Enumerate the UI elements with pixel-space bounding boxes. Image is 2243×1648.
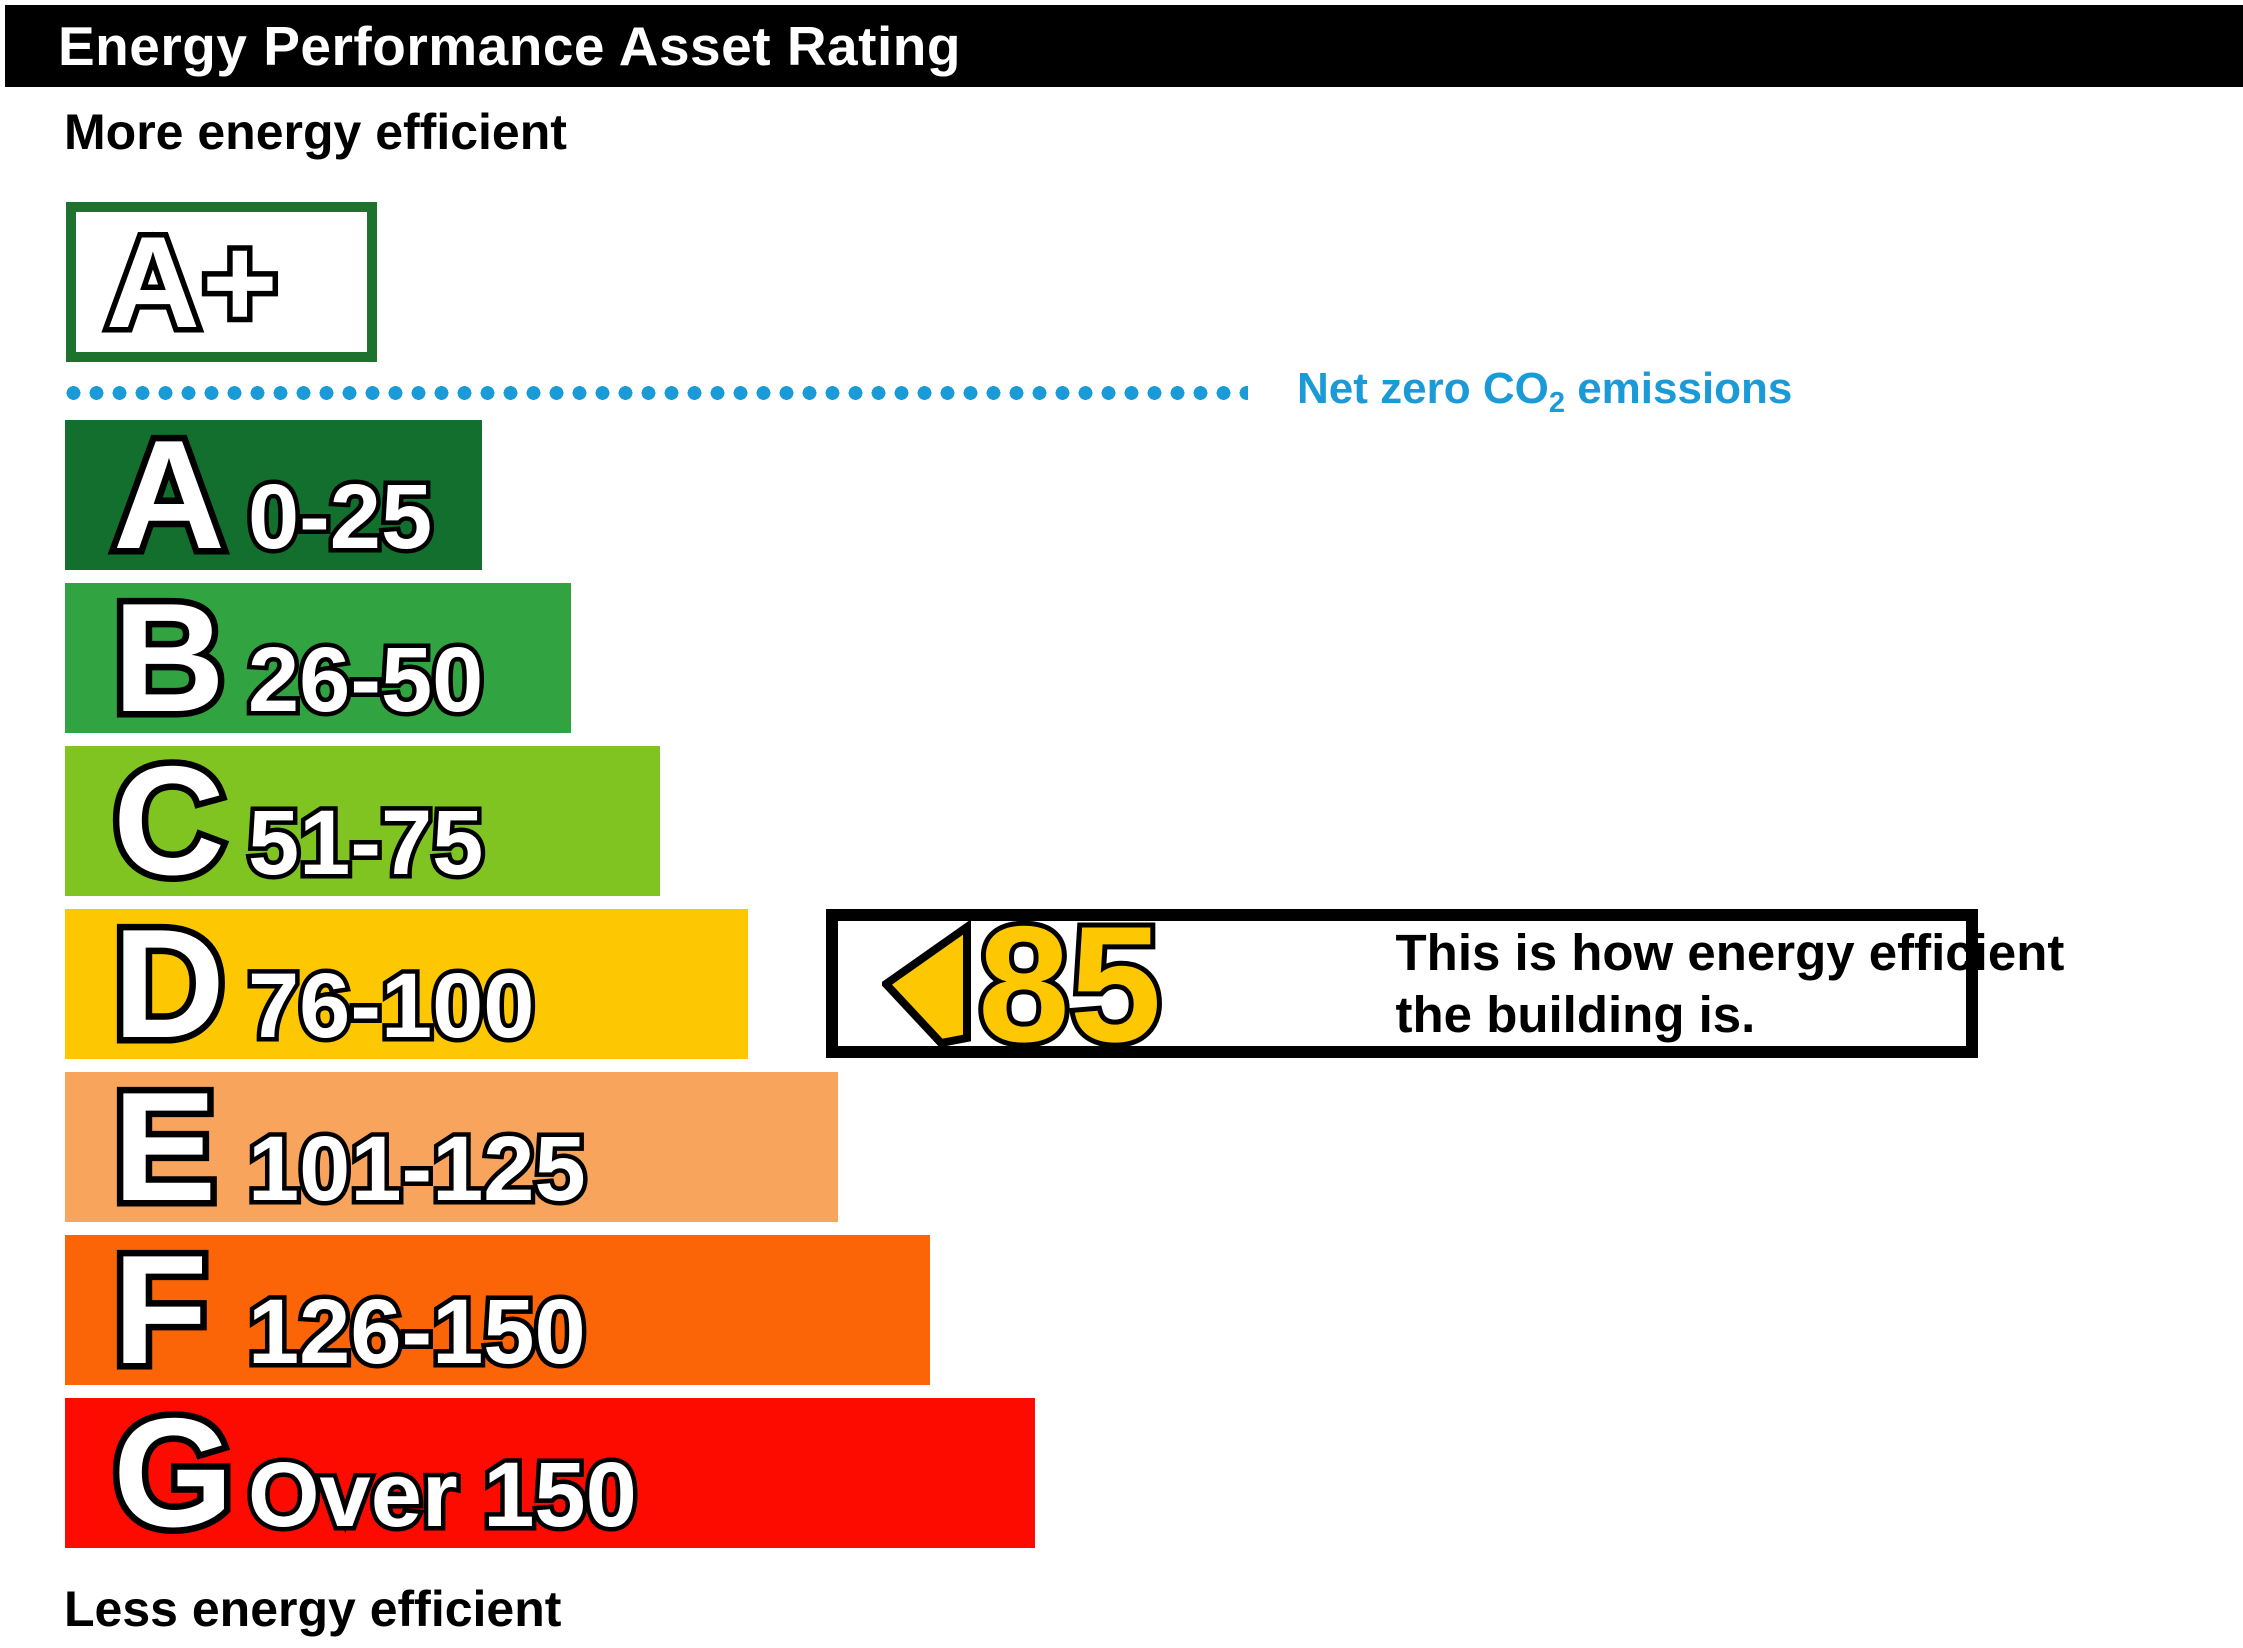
less-energy-efficient-label: Less energy efficient — [64, 1581, 562, 1637]
rating-note-line1: This is how energy efficient — [1395, 923, 2065, 981]
rating-value: 85 — [978, 901, 1162, 1066]
band-row-b: B 26-50 — [65, 580, 571, 755]
net-zero-text-suffix: emissions — [1564, 364, 1793, 413]
band-range-d: 76-100 — [248, 931, 535, 1081]
band-row-a: A 0-25 — [65, 417, 482, 592]
rating-pointer-arrow-icon — [882, 920, 971, 1047]
band-row-e: E 101-125 — [65, 1069, 838, 1244]
band-letter-g: G — [113, 1395, 248, 1550]
rating-note-line2: the building is. — [1395, 985, 1756, 1043]
band-letter-d: D — [113, 906, 248, 1061]
page-title: Energy Performance Asset Rating — [58, 15, 961, 77]
band-a-plus-label: A+ — [106, 217, 280, 347]
current-rating-indicator: 85 This is how energy efficient the buil… — [826, 901, 2064, 1066]
band-letter-f: F — [113, 1232, 248, 1387]
band-row-c: C 51-75 — [65, 743, 660, 918]
band-row-f: F 126-150 — [65, 1232, 930, 1407]
more-energy-efficient-label: More energy efficient — [64, 104, 567, 160]
band-a-plus-box: A+ — [66, 202, 377, 362]
band-row-d: D 76-100 — [65, 906, 748, 1081]
net-zero-subscript: 2 — [1548, 387, 1565, 419]
band-letter-c: C — [113, 743, 248, 898]
rating-note: This is how energy efficient the buildin… — [1396, 922, 2065, 1046]
band-letter-e: E — [113, 1069, 248, 1224]
net-zero-emissions-label: Net zero CO2 emissions — [1297, 364, 1793, 418]
net-zero-text-prefix: Net zero CO — [1297, 364, 1549, 413]
band-range-a: 0-25 — [248, 442, 432, 592]
band-range-b: 26-50 — [248, 605, 484, 755]
band-range-e: 101-125 — [248, 1094, 586, 1244]
band-row-g: G Over 150 — [65, 1395, 1035, 1570]
band-range-c: 51-75 — [248, 768, 484, 918]
net-zero-dotted-line — [62, 386, 1248, 400]
band-letter-a: A — [113, 417, 248, 572]
band-letter-b: B — [113, 580, 248, 735]
title-bar: Energy Performance Asset Rating — [5, 5, 2243, 87]
band-range-g: Over 150 — [248, 1420, 637, 1570]
band-range-f: 126-150 — [248, 1257, 586, 1407]
